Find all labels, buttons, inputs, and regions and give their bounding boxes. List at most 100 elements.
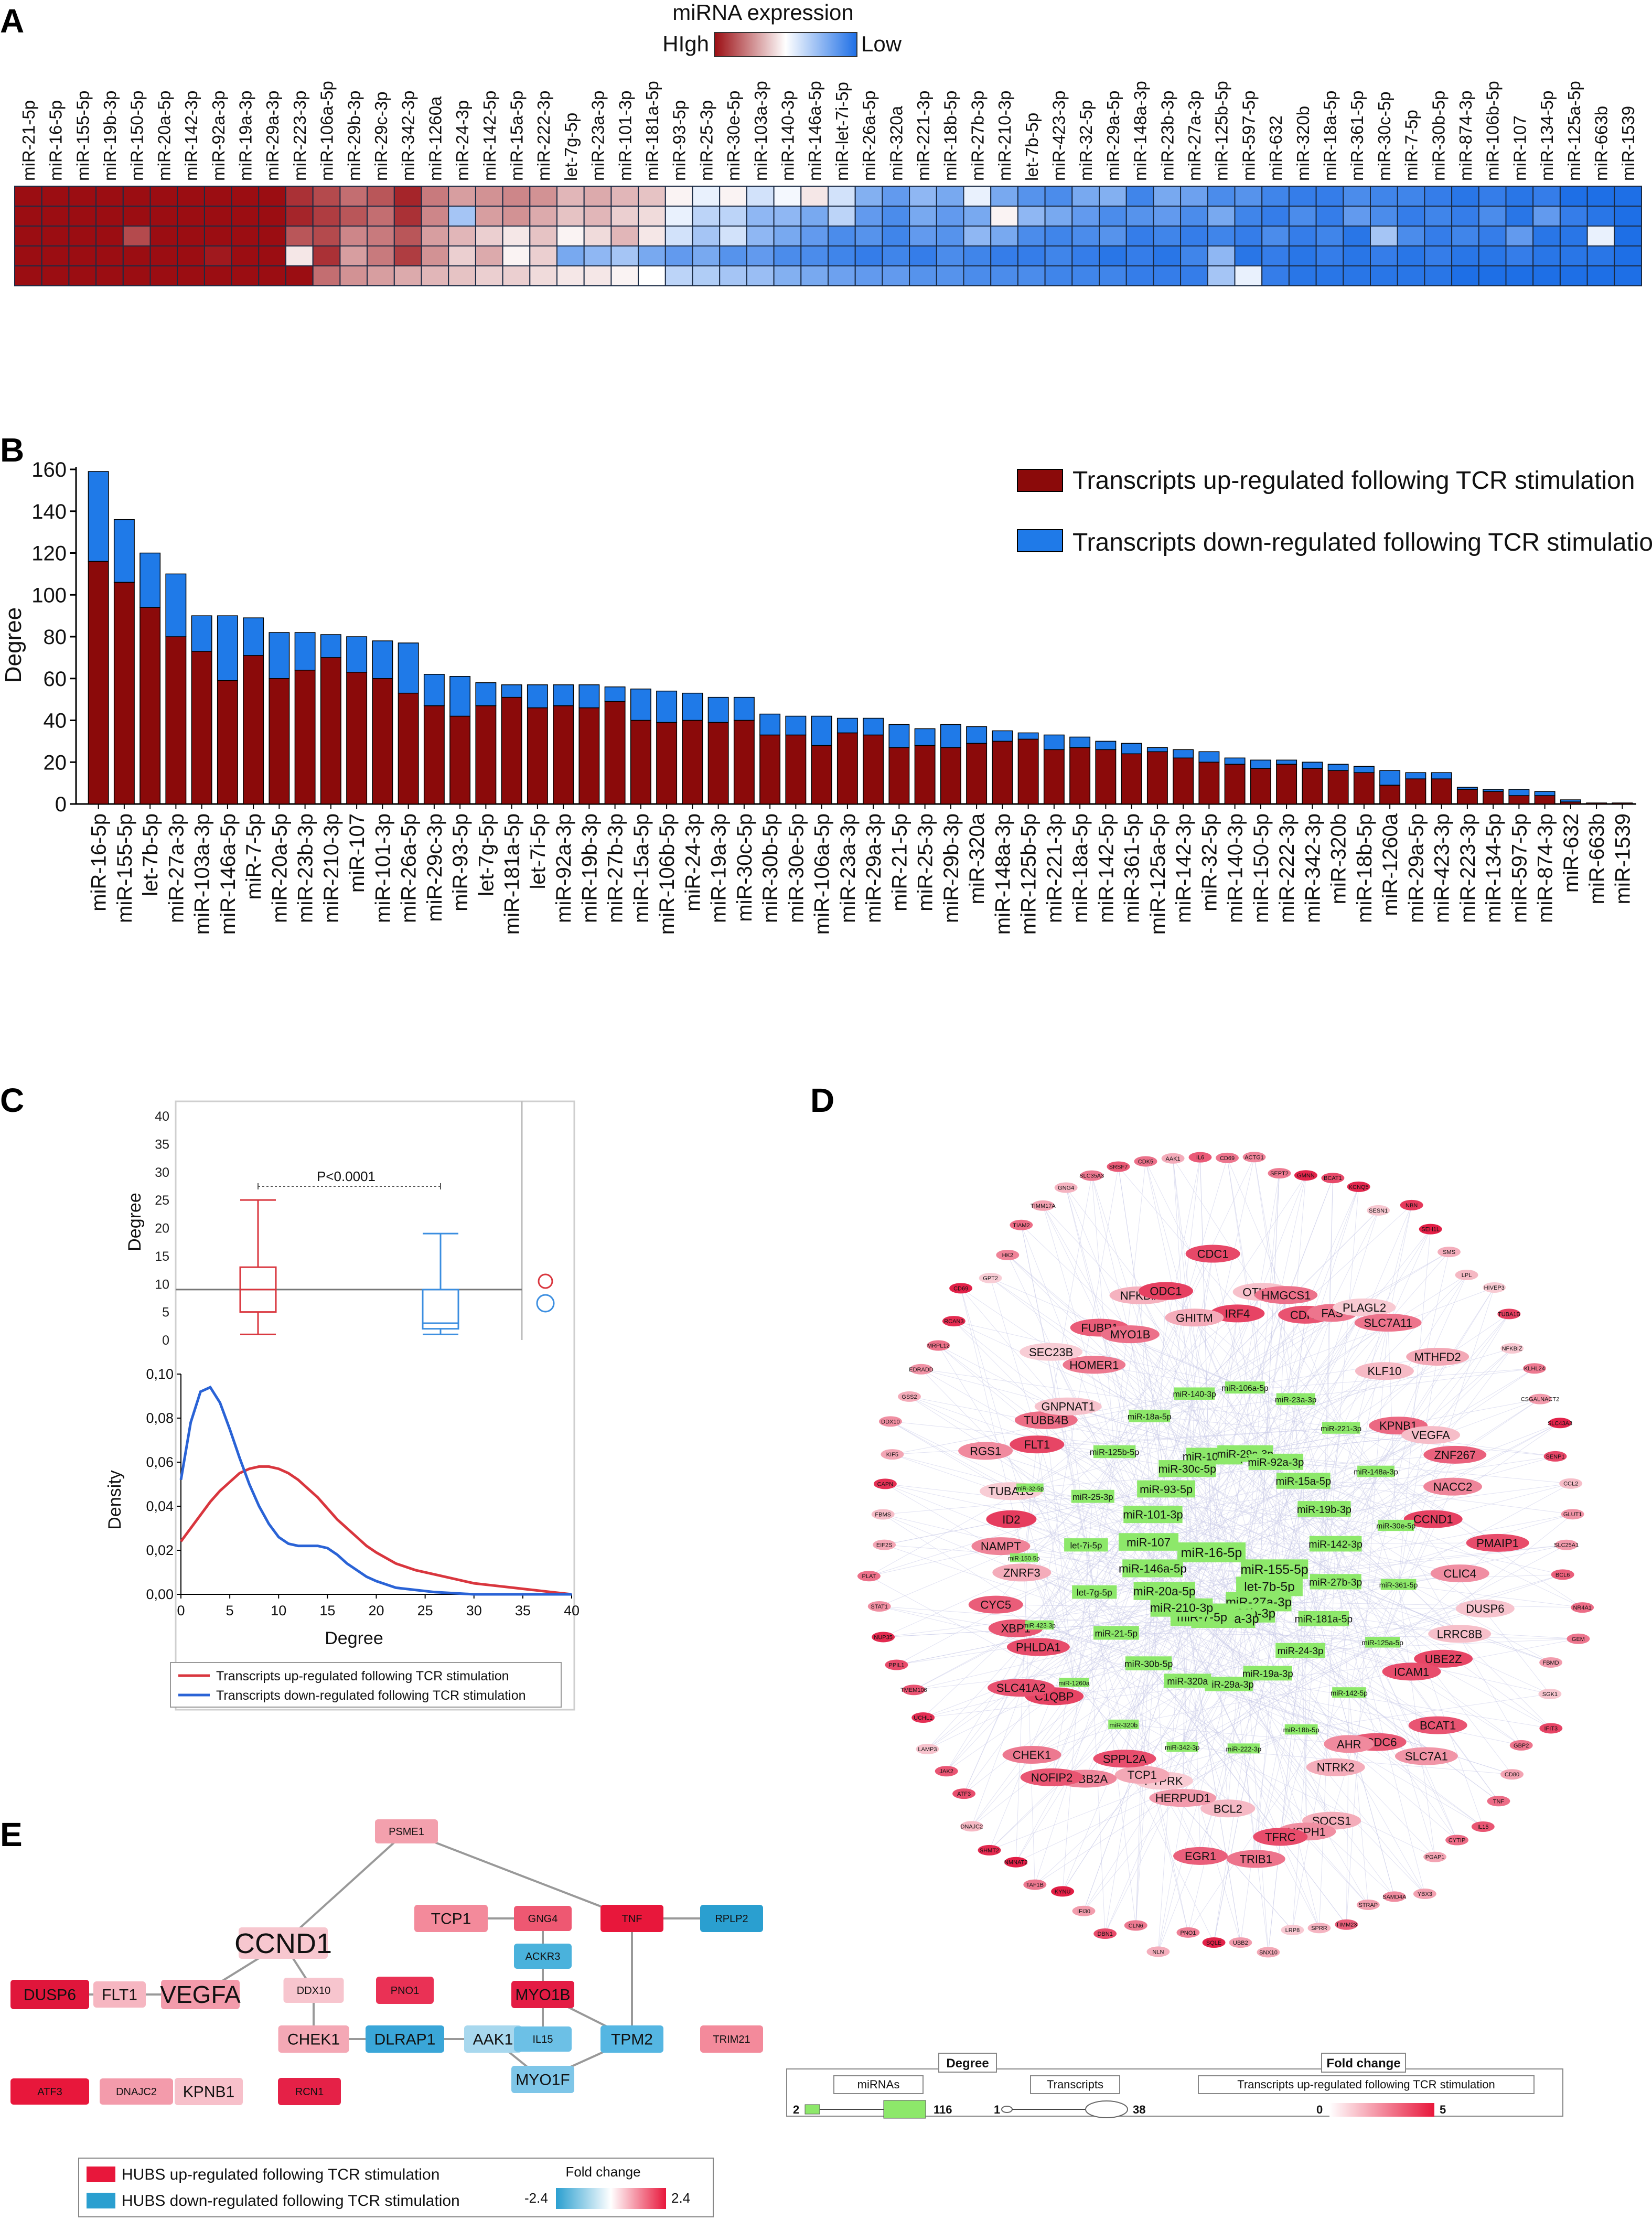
heatmap-column-label: miR-20a-5p [154,91,174,181]
network-transcript-label: AHR [1337,1738,1361,1751]
network-transcript-node [1014,1411,1078,1429]
network-mirna-node [1129,1409,1171,1422]
network-transcript-label: MYO1B [1110,1328,1150,1341]
heatmap-cell [936,245,964,266]
bar-down-segment [940,724,961,748]
heatmap-cell [1343,245,1371,266]
network-edge [1335,1425,1399,1544]
heatmap-cell [41,265,70,286]
bar-up-segment [1146,751,1168,805]
network-transcript-label: CDC1 [1197,1248,1229,1261]
network-edge [1141,1295,1215,1456]
heatmap-cell [990,206,1018,227]
heatmap-cell [1099,186,1127,207]
bar-up-segment [914,745,936,805]
network-transcript-label: SQLE [1206,1940,1221,1946]
heatmap-column-label: miR-27b-3p [968,91,987,181]
network-transcript-node [1202,1937,1226,1948]
network-edge [1024,1557,1228,1809]
network-edge [1324,1508,1460,1634]
bar-y-tick-label: 100 [31,584,67,607]
network-mirna-label: miR-155-5p [1241,1563,1308,1577]
network-transcript-node [1419,1224,1442,1235]
heatmap-cell [800,186,829,207]
network-edge [1303,1356,1438,1481]
heatmap-cell [773,206,802,227]
heatmap-cell [312,245,341,266]
network-mirna-label: miR-18a-5p [1128,1412,1172,1421]
network-transcript-label: EIF2S [876,1542,893,1549]
network-transcript-label: PPIL1 [889,1663,905,1669]
hub-node-dusp6 [10,1980,89,2009]
heatmap-cell [475,206,503,227]
heatmap-cell [68,226,97,246]
network-edge [1300,1314,1509,1651]
network-transcript-label: SHMT2 [980,1848,999,1854]
network-edge [1092,1496,1188,1933]
network-edge [1052,1393,1195,1778]
network-transcript-node [911,1712,935,1723]
bar-up-segment [1534,795,1556,805]
network-legend-mirnas-tab [833,2075,924,2094]
network-transcript-node [1554,1539,1578,1550]
heatmap-cell [936,186,964,207]
network-transcript-label: GMNN [1297,1173,1315,1179]
network-edge [883,1496,1093,1515]
network-transcript-label: HOMER1 [1069,1358,1119,1371]
heatmap-cell [556,186,585,207]
network-mirna-label: miR-342-3p [1165,1744,1199,1752]
heatmap-cell [1044,206,1073,227]
bar-up-segment [992,741,1013,805]
network-edge [1227,1613,1243,1809]
network-transcript-label: CCND1 [1413,1513,1453,1526]
heatmap-column-label: miR-140-3p [778,91,797,181]
network-mirna-label: miR-361-5p [1379,1581,1418,1589]
heatmap-cell [1451,226,1479,246]
box-y-tick-label: 40 [155,1109,169,1124]
heatmap-cell [882,186,910,207]
heatmap-cell [746,265,775,286]
network-edge [1023,1558,1035,1885]
network-edge [1275,1462,1395,1897]
heatmap-cell [1424,265,1453,286]
network-transcript-label: ID2 [1002,1513,1020,1526]
hub-legend-up-label: HUBS up-regulated following TCR stimulat… [122,2166,439,2183]
heatmap-cell [475,226,503,246]
network-transcript-node [1528,1393,1552,1404]
hub-legend-down-label: HUBS down-regulated following TCR stimul… [122,2192,460,2210]
network-edge [1295,1399,1453,1487]
hub-node-chek1 [278,2025,349,2053]
network-transcript-label: PGAP1 [1425,1854,1445,1861]
heatmap-cell [882,265,910,286]
bar-up-segment [553,705,574,805]
bar-category-label: miR-7-5p [242,813,265,899]
network-edge [1039,1166,1119,1625]
heatmap-cell [1505,245,1534,266]
network-edge [990,1278,1124,1725]
network-transcript-label: IL6 [1196,1155,1204,1161]
bar-up-segment [682,720,703,805]
network-mirna-node [1276,1393,1315,1406]
network-transcript-label: UCHL1 [914,1715,932,1721]
heatmap-cell [502,226,531,246]
bar-category-label: let-7b-5p [139,813,162,896]
network-transcript-node [1004,1857,1028,1868]
density-y-axis-label: Density [105,1470,125,1529]
heatmap-cell [963,206,992,227]
network-transcript-label: CD69 [953,1285,968,1292]
bar-up-segment [785,734,807,805]
legend-mir-min-node [804,2104,820,2115]
network-edge [1085,1591,1165,1779]
heatmap-column-label: miR-142-5p [480,91,499,181]
heatmap-column-label: miR-597-5p [1239,91,1258,181]
network-transcript-label: ZNF267 [1434,1449,1476,1462]
heatmap-cell [1153,186,1182,207]
bar-down-segment [656,690,678,723]
heatmap-legend-low: Low [861,31,902,56]
heatmap-cell [1614,186,1643,207]
network-edge [1331,1584,1399,1821]
network-transcript-node [1400,1199,1423,1210]
bar-up-segment [707,722,729,805]
network-edge [1258,1601,1427,1756]
bar-down-segment [113,519,135,583]
